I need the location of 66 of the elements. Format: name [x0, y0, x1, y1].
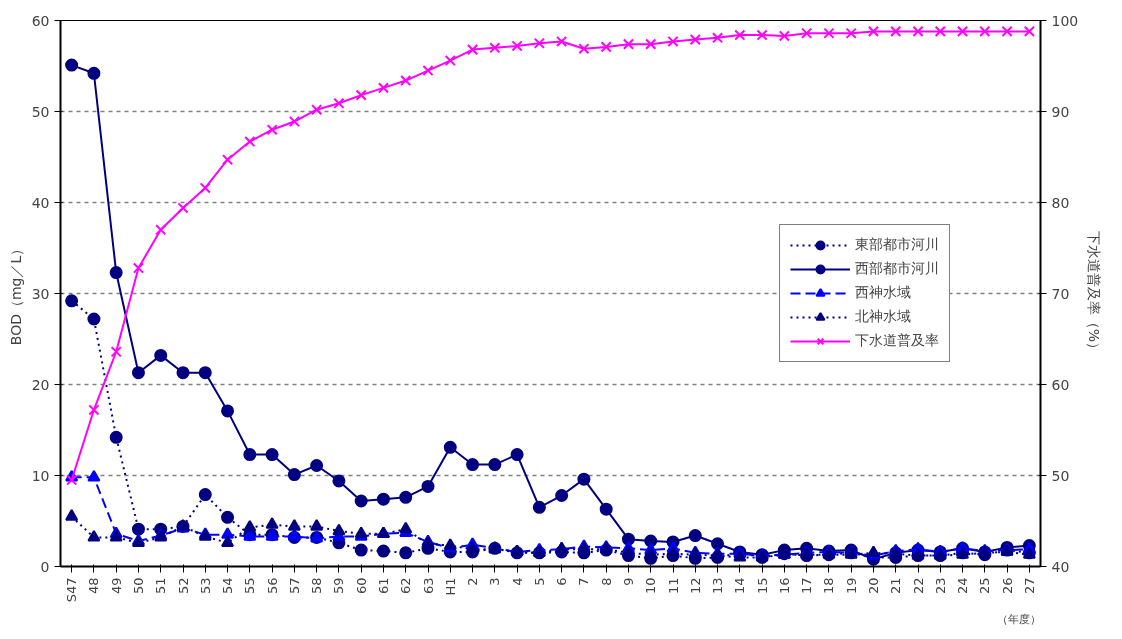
x-tick-label: 3 — [487, 577, 503, 586]
x-tick-label: 8 — [598, 577, 614, 586]
x-tick-label: 25 — [977, 577, 993, 595]
y2-tick-label: 100 — [1051, 12, 1079, 29]
x-tick-label: 59 — [331, 577, 347, 595]
x-tick-label: 19 — [843, 577, 859, 595]
y2-tick-label: 40 — [1051, 558, 1070, 575]
x-tick-label: 49 — [108, 577, 124, 595]
x-tick-label: 14 — [732, 577, 748, 595]
x-tick-label: 22 — [910, 577, 926, 595]
y2-tick-label: 50 — [1051, 467, 1070, 484]
text: （年度） — [996, 612, 1041, 626]
x-tick-label: 17 — [799, 577, 815, 595]
legend-label: 東部都市河川 — [855, 236, 939, 254]
x-tick-label: 63 — [420, 577, 436, 595]
x-tick-label: 10 — [643, 577, 659, 595]
x-tick-label: 26 — [999, 577, 1015, 595]
x-tick-label: 5 — [531, 577, 547, 586]
x-tick-label: 51 — [153, 577, 169, 595]
legend-label: 北神水域 — [855, 308, 911, 326]
x-tick-label: 18 — [821, 577, 837, 595]
x-tick-label: 57 — [286, 577, 302, 595]
y-tick-label: 0 — [40, 558, 50, 575]
x-tick-label: 16 — [776, 577, 792, 595]
y2-tick-label: 90 — [1051, 103, 1070, 120]
y-tick-label: 50 — [31, 103, 50, 120]
x-tick-label: H1 — [442, 577, 458, 596]
x-tick-label: 6 — [554, 577, 570, 586]
x-tick-label: 56 — [264, 577, 280, 595]
y2-tick-label: 60 — [1051, 376, 1070, 393]
x-tick-label: 9 — [620, 577, 636, 586]
y2-tick-label: 70 — [1051, 285, 1070, 302]
y2-axis-title: 下水道普及率（%） — [1086, 230, 1103, 357]
y-axis-title: BOD（mg／L） — [7, 241, 24, 346]
x-tick-label: 55 — [242, 577, 258, 595]
x-tick-label: 52 — [175, 577, 191, 595]
x-tick-label: 2 — [465, 577, 481, 586]
x-tick-label: 61 — [375, 577, 391, 595]
y2-tick-label: 80 — [1051, 194, 1070, 211]
x-tick-label: 50 — [130, 577, 146, 595]
x-tick-label: 60 — [353, 577, 369, 595]
x-tick-label: 27 — [1021, 577, 1037, 595]
x-tick-label: 62 — [398, 577, 414, 595]
x-tick-label: 24 — [955, 577, 971, 595]
x-tick-label: 58 — [309, 577, 325, 595]
x-tick-label: 23 — [932, 577, 948, 595]
x-tick-label: 48 — [86, 577, 102, 595]
legend-label: 西神水域 — [855, 284, 911, 302]
y-tick-label: 40 — [31, 194, 50, 211]
legend-label: 西部都市河川 — [855, 260, 939, 278]
x-tick-label: 54 — [220, 577, 236, 595]
x-tick-label: 7 — [576, 577, 592, 586]
x-tick-label: 11 — [665, 577, 681, 595]
x-tick-label: 4 — [509, 577, 525, 586]
y-tick-label: 20 — [31, 376, 50, 393]
legend-label: 下水道普及率 — [855, 332, 939, 350]
x-tick-label: S47 — [64, 577, 80, 603]
x-tick-label: 12 — [687, 577, 703, 595]
x-tick-label: 15 — [754, 577, 770, 595]
y-tick-label: 10 — [31, 467, 50, 484]
x-tick-label: 53 — [197, 577, 213, 595]
x-tick-label: 21 — [888, 577, 904, 595]
x-tick-label: 13 — [710, 577, 726, 595]
y-tick-label: 30 — [31, 285, 50, 302]
x-tick-label: 20 — [865, 577, 881, 595]
y-tick-label: 60 — [31, 12, 50, 29]
